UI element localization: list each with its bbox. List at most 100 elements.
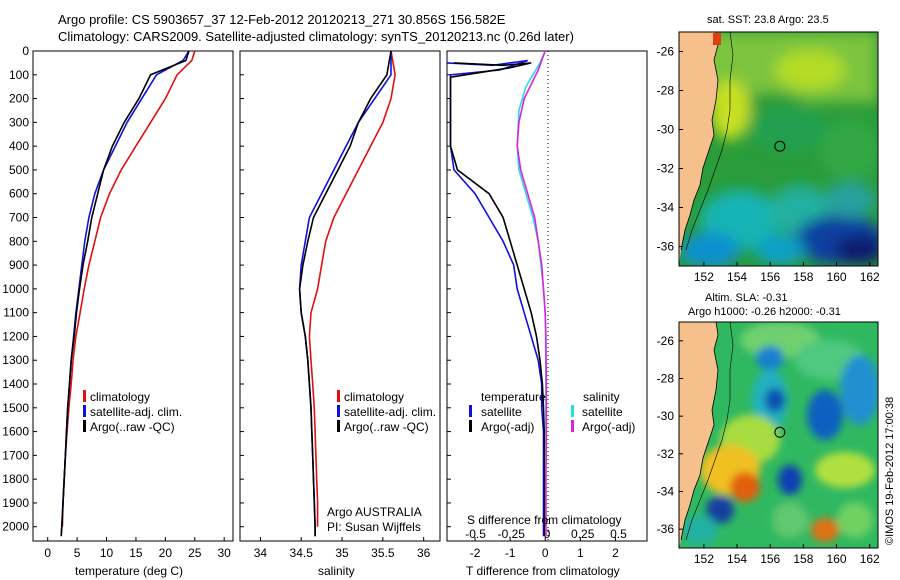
salinity-y-ticks [240,50,244,528]
series-climatology [308,50,396,527]
depth-tick-label: 100 [9,68,29,82]
depth-axis: 0 100 200 300 400 500 600 700 800 900 1000 1100 1200… [2,44,37,534]
depth-tick-label: 1900 [2,496,29,510]
lon-tick-label: 152 [694,552,714,566]
salinity-x-ticks: 34 34.5 35 35.5 36 [254,537,431,560]
imos-credit: ©IMOS 19-Feb-2012 17:00:38 [884,397,896,545]
sst-map-frame [678,31,879,267]
depth-tick-label: 700 [9,211,29,225]
depth-tick-label: 1600 [2,425,29,439]
legend-label-argo: Argo(..raw -QC) [90,420,175,434]
legend-swatch-t-satellite [469,405,472,417]
lon-tick-label: 158 [793,552,813,566]
legend-label-s-satellite: satellite [582,405,623,419]
depth-tick-label: 1300 [2,353,29,367]
legend-swatch-s-satellite [571,405,574,417]
x-tick-label: 35 [335,546,349,560]
legend-label-satellite: satellite-adj. clim. [90,405,182,419]
lon-tick-label: 156 [760,270,780,284]
lat-tick-label: -28 [657,84,675,98]
lat-tick-label: -34 [657,201,675,215]
depth-contour [685,32,734,251]
difference-series [446,50,548,537]
depth-tick-label: 1800 [2,472,29,486]
sla-map-panel: Altim. SLA: -0.31 Argo h1000: -0.26 h200… [657,292,880,566]
lon-tick-label: 160 [827,552,847,566]
series-temperature-argo-adj- [449,62,546,537]
x-tick-label: 15 [129,546,143,560]
depth-tick-label: 500 [9,163,29,177]
lon-tick-label: 162 [860,270,880,284]
depth-tick-label: 600 [9,187,29,201]
salinity-x-label: salinity [318,564,355,578]
difference-legend: temperature satellite Argo(-adj) salinit… [469,390,635,434]
sla-lat-ticks: -26 -28 -30 -32 -34 -36 [657,334,683,536]
depth-tick-label: 400 [9,139,29,153]
s-difference-label: S difference from climatology [467,513,622,527]
legend-swatch-satellite [83,405,86,417]
temperature-x-label: temperature (deg C) [75,564,183,578]
x-tick-label: -1 [505,546,516,560]
temperature-series [60,50,196,537]
lat-tick-label: -30 [657,123,675,137]
x-tick-label: 5 [74,546,81,560]
s-tick-label: 0.25 [571,527,595,541]
lat-tick-label: -36 [657,522,675,536]
temperature-panel: 0100200300400500600700800900100011001200… [2,44,234,578]
legend-swatch-climatology [337,390,340,402]
x-tick-label: 25 [188,546,202,560]
x-tick-label: 20 [159,546,173,560]
legend-label-t-satellite: satellite [481,405,522,419]
lat-tick-label: -36 [657,240,675,254]
legend-swatch-t-argo [469,420,472,432]
difference-panel: -2 -1 0 1 2 -0.5 -0.25 0 0.25 0.5 temperature sa… [446,50,648,578]
series-salinity-argo-adj- [516,50,548,537]
pi-label: PI: Susan Wijffels [327,520,421,534]
legend-label-climatology: climatology [344,390,404,404]
depth-tick-label: 300 [9,115,29,129]
temperature-axes [32,50,234,542]
depth-tick-label: 800 [9,234,29,248]
sst-map-panel: sat. SST: 23.8 Argo: 23.5 [657,14,880,284]
lon-tick-label: 158 [793,270,813,284]
depth-tick-label: 1500 [2,401,29,415]
sst-heatmap [679,32,878,266]
warm-anomaly [713,33,721,45]
sst-map-title: sat. SST: 23.8 Argo: 23.5 [707,14,829,26]
lat-tick-label: -32 [657,447,675,461]
x-tick-label: 35.5 [371,546,395,560]
legend-swatch-climatology [83,390,86,402]
sla-map-frame [678,321,879,549]
x-tick-label: 34.5 [290,546,314,560]
lat-tick-label: -34 [657,485,675,499]
legend-swatch-argo [83,420,86,432]
s-tick-label: 0 [544,527,551,541]
sst-lat-ticks: -26 -28 -30 -32 -34 -36 [657,45,683,254]
legend-label-argo: Argo(..raw -QC) [344,420,429,434]
legend-swatch-argo [337,420,340,432]
lon-tick-label: 162 [860,552,880,566]
lon-tick-label: 160 [827,270,847,284]
legend-label-climatology: climatology [90,390,150,404]
depth-tick-label: 1200 [2,329,29,343]
coastline [680,32,719,251]
t-difference-x-label: T difference from climatology [466,564,620,578]
series-argo-raw-qc- [298,50,392,537]
difference-axes [446,50,648,542]
s-difference-ticks: -0.5 -0.25 0 0.25 0.5 [465,527,627,541]
depth-tick-label: 200 [9,92,29,106]
s-tick-label: -0.25 [498,527,526,541]
lon-tick-label: 156 [760,552,780,566]
legend-swatch-s-argo [571,420,574,432]
x-tick-label: 2 [612,546,619,560]
salinity-series [298,50,396,537]
x-tick-label: 0 [542,546,549,560]
lat-tick-label: -28 [657,372,675,386]
depth-tick-label: 1000 [2,282,29,296]
x-tick-label: 0 [44,546,51,560]
series-argo-raw-qc- [60,50,190,537]
x-tick-label: 30 [217,546,231,560]
legend-label-t-argo: Argo(-adj) [481,420,534,434]
lon-tick-label: 154 [727,270,747,284]
lat-tick-label: -26 [657,45,675,59]
